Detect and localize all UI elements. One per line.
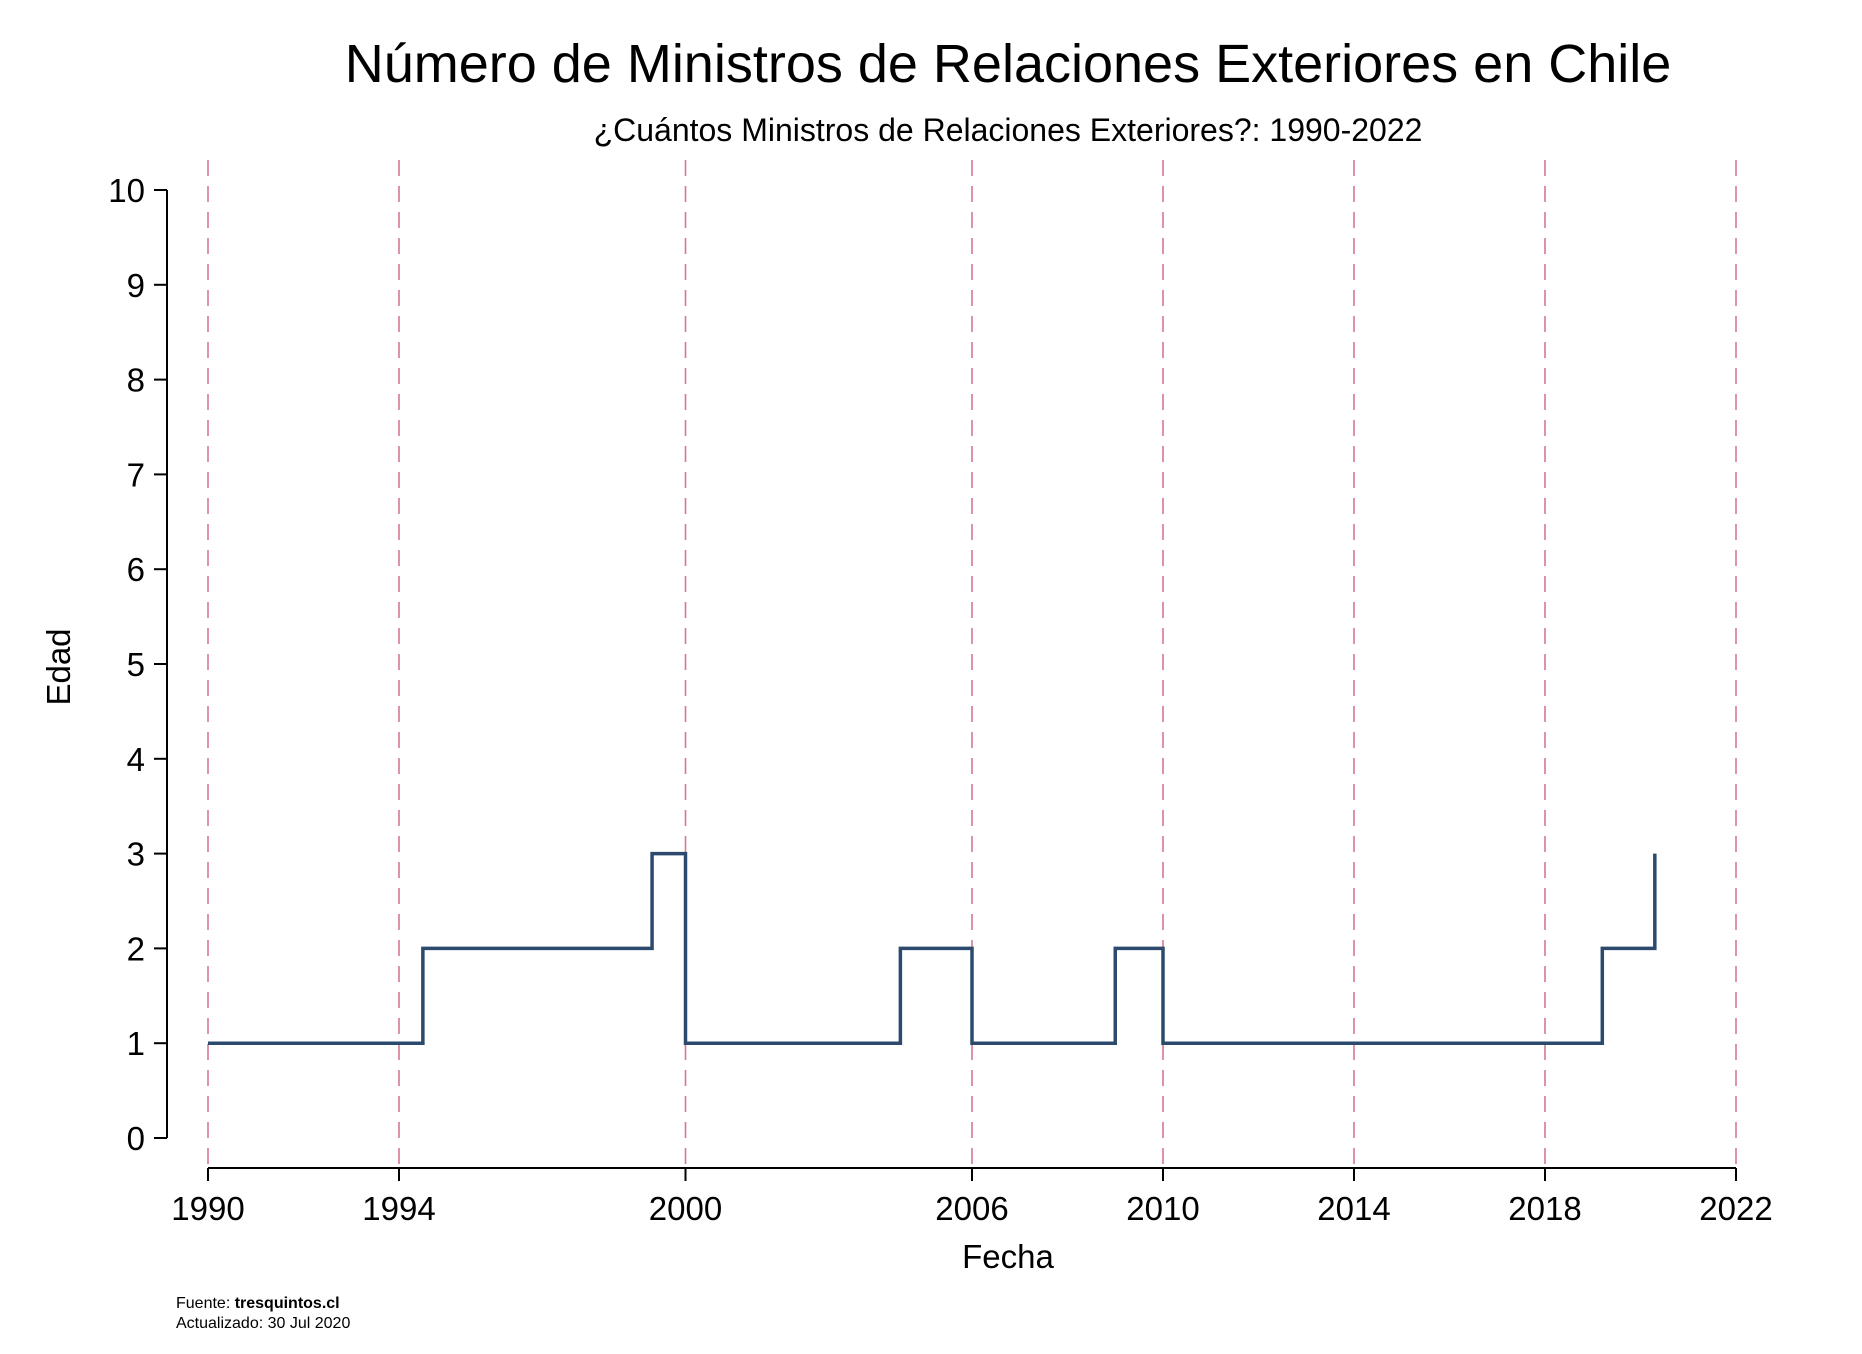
x-axis: 1990 1994 2000 2006 2010 2014 2018 2022 <box>171 1167 1773 1227</box>
source-value: tresquintos.cl <box>235 1295 340 1312</box>
source-label: Fuente: <box>176 1295 235 1312</box>
updated-note: Actualizado: 30 Jul 2020 <box>176 1315 350 1332</box>
x-tick-label-2022: 2022 <box>1699 1190 1772 1227</box>
chart-title: Número de Ministros de Relaciones Exteri… <box>345 34 1672 94</box>
x-tick-label-2010: 2010 <box>1126 1190 1199 1227</box>
y-tick-label-7: 7 <box>127 456 145 493</box>
y-axis-title: Edad <box>40 628 77 705</box>
y-tick-label-5: 5 <box>127 646 145 683</box>
y-tick-label-2: 2 <box>127 930 145 967</box>
x-tick-label-2000: 2000 <box>649 1190 722 1227</box>
series-line-0 <box>208 851 1657 1045</box>
y-tick-label-6: 6 <box>127 551 145 588</box>
x-tick-label-2014: 2014 <box>1317 1190 1390 1227</box>
y-tick-label-9: 9 <box>127 267 145 304</box>
reference-lines <box>207 160 1737 1168</box>
y-tick-label-4: 4 <box>127 741 145 778</box>
chart-subtitle: ¿Cuántos Ministros de Relaciones Exterio… <box>594 112 1423 148</box>
x-tick-label-1994: 1994 <box>362 1190 435 1227</box>
y-tick-label-8: 8 <box>127 362 145 399</box>
x-tick-label-2018: 2018 <box>1508 1190 1581 1227</box>
y-axis: 0 1 2 3 4 5 6 7 8 9 10 <box>108 172 168 1157</box>
y-tick-label-10: 10 <box>108 172 145 209</box>
x-axis-title: Fecha <box>962 1238 1054 1275</box>
y-tick-label-1: 1 <box>127 1025 145 1062</box>
y-tick-label-0: 0 <box>127 1120 145 1157</box>
y-tick-label-3: 3 <box>127 836 145 873</box>
series-group <box>207 851 1657 1045</box>
x-tick-label-2006: 2006 <box>935 1190 1008 1227</box>
x-tick-label-1990: 1990 <box>171 1190 244 1227</box>
source-note: Fuente: tresquintos.cl <box>176 1295 340 1312</box>
